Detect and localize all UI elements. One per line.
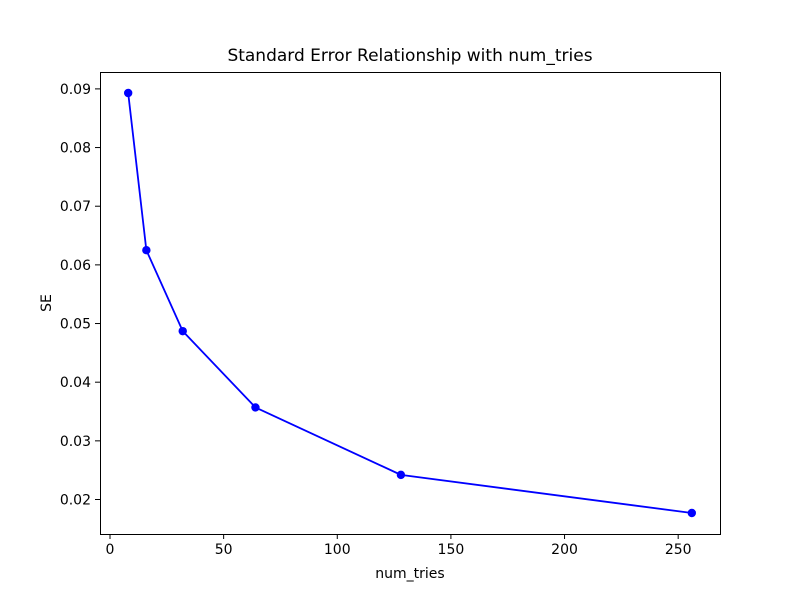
- y-tick-label: 0.02: [60, 493, 91, 509]
- x-tick-label: 100: [324, 542, 351, 558]
- y-tick-label: 0.03: [60, 434, 91, 450]
- data-point: [687, 508, 697, 518]
- y-tick-label: 0.09: [60, 82, 91, 98]
- data-point: [142, 246, 151, 255]
- x-tick-label: 250: [665, 542, 692, 558]
- y-tick-label: 0.05: [60, 317, 91, 333]
- data-point: [178, 326, 187, 336]
- x-axis-label: num_tries: [375, 566, 445, 582]
- y-tick-label: 0.04: [60, 375, 91, 391]
- axes-frame: [100, 72, 721, 535]
- x-tick-label: 50: [215, 542, 233, 558]
- x-tick-label: 200: [551, 542, 578, 558]
- y-tick-label: 0.08: [60, 141, 91, 157]
- y-tick-label: 0.07: [60, 199, 91, 215]
- data-point: [123, 88, 133, 98]
- y-tick-label: 0.06: [60, 258, 91, 274]
- line-series: [127, 92, 693, 514]
- data-point: [251, 403, 260, 412]
- chart-title: Standard Error Relationship with num_tri…: [227, 46, 593, 66]
- data-point: [396, 470, 406, 480]
- x-tick-label: 150: [438, 542, 465, 558]
- x-tick-label: 0: [106, 542, 115, 558]
